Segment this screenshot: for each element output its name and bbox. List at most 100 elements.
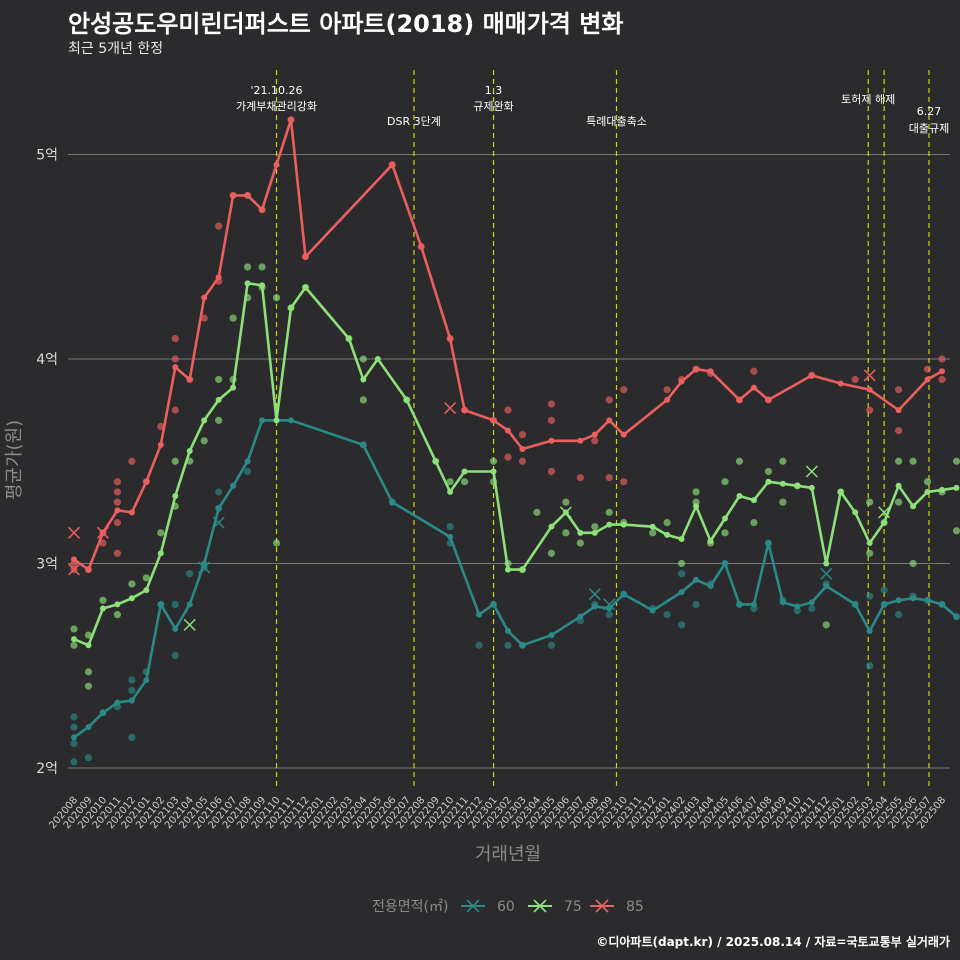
data-point <box>692 488 700 496</box>
line-vertex <box>302 284 309 291</box>
line-vertex <box>808 372 815 379</box>
event-policy-label: 가계부채관리강화 <box>236 100 317 113</box>
data-point <box>866 592 874 600</box>
line-vertex <box>750 601 757 608</box>
data-point <box>547 641 556 649</box>
line-vertex <box>230 384 237 391</box>
line-vertex <box>345 335 352 342</box>
event-policy-label: DSR 3단계 <box>387 115 441 128</box>
line-vertex <box>678 378 685 385</box>
line-vertex <box>432 458 439 465</box>
line-vertex <box>707 538 714 545</box>
line-vertex <box>519 566 526 573</box>
line-vertex <box>302 253 309 260</box>
line-vertex <box>649 523 656 530</box>
series-line <box>73 118 943 571</box>
cross-marker <box>559 506 572 519</box>
line-vertex <box>186 448 193 455</box>
chart-subtitle: 최근 5개년 한정 <box>68 41 164 57</box>
data-point <box>620 386 628 394</box>
data-point <box>84 668 93 676</box>
line-vertex <box>548 523 555 530</box>
line-vertex <box>461 468 468 475</box>
data-point <box>750 519 758 527</box>
data-point <box>895 611 903 619</box>
data-point <box>200 314 208 322</box>
line-vertex <box>244 192 251 199</box>
legend-label: 85 <box>626 899 644 915</box>
series-line <box>73 282 957 647</box>
data-point <box>779 457 787 465</box>
line-vertex <box>939 601 945 608</box>
line-vertex <box>895 597 902 604</box>
data-point <box>128 676 136 684</box>
line-vertex <box>244 280 251 287</box>
y-tick-label: 3억 <box>36 557 58 573</box>
line-vertex <box>259 206 266 213</box>
data-point <box>70 625 78 633</box>
data-point <box>446 478 454 486</box>
line-vertex <box>114 507 121 514</box>
line-vertex <box>215 274 222 281</box>
event-policy-label: 규제완화 <box>473 100 513 113</box>
line-vertex <box>447 335 454 342</box>
line-vertex <box>157 441 164 448</box>
line-vertex <box>85 642 92 649</box>
data-point <box>678 621 686 629</box>
line-vertex <box>881 519 888 526</box>
line-vertex <box>490 468 497 475</box>
line-vertex <box>620 521 627 528</box>
data-point <box>663 386 671 394</box>
data-point <box>605 508 613 516</box>
data-point <box>215 488 223 496</box>
data-point <box>678 570 686 578</box>
line-vertex <box>548 437 555 444</box>
data-point <box>952 527 960 535</box>
data-point <box>215 375 223 384</box>
line-vertex <box>519 642 526 649</box>
data-point <box>70 723 78 731</box>
data-point <box>461 478 469 486</box>
cross-marker <box>588 588 601 601</box>
line-vertex <box>765 396 772 403</box>
data-point <box>113 488 121 496</box>
line-vertex <box>288 417 294 424</box>
legend-item-85: 85 <box>590 899 644 915</box>
line-vertex <box>837 488 844 495</box>
line-vertex <box>895 482 902 489</box>
line-vertex <box>606 521 613 528</box>
data-point <box>576 474 584 482</box>
line-vertex <box>939 486 945 493</box>
data-point <box>663 611 671 619</box>
line-vertex <box>172 493 179 500</box>
data-point <box>84 631 93 639</box>
cross-marker <box>198 561 211 574</box>
data-point <box>128 686 136 694</box>
data-point <box>244 467 252 476</box>
data-point <box>895 386 903 394</box>
cross-stroke <box>183 618 196 631</box>
cross-marker <box>444 402 457 415</box>
y-tick-label: 2억 <box>36 761 58 777</box>
line-vertex <box>577 613 584 620</box>
legend-item-75: 75 <box>528 899 582 915</box>
data-point <box>909 457 917 465</box>
cross-stroke <box>212 516 225 529</box>
data-point <box>518 457 527 465</box>
line-vertex <box>924 488 931 495</box>
line-vertex <box>736 493 743 500</box>
line-vertex <box>476 611 483 618</box>
line-vertex <box>128 697 135 704</box>
cross-marker <box>67 563 81 576</box>
line-vertex <box>389 499 396 506</box>
line-vertex <box>736 396 743 403</box>
line-vertex <box>85 566 92 573</box>
line-vertex <box>953 484 960 491</box>
line-vertex <box>707 368 714 375</box>
data-point <box>562 529 570 537</box>
cross-stroke <box>444 402 457 415</box>
line-vertex <box>924 376 931 383</box>
data-point <box>851 375 859 384</box>
data-point <box>229 314 237 322</box>
cross-marker <box>96 526 109 539</box>
